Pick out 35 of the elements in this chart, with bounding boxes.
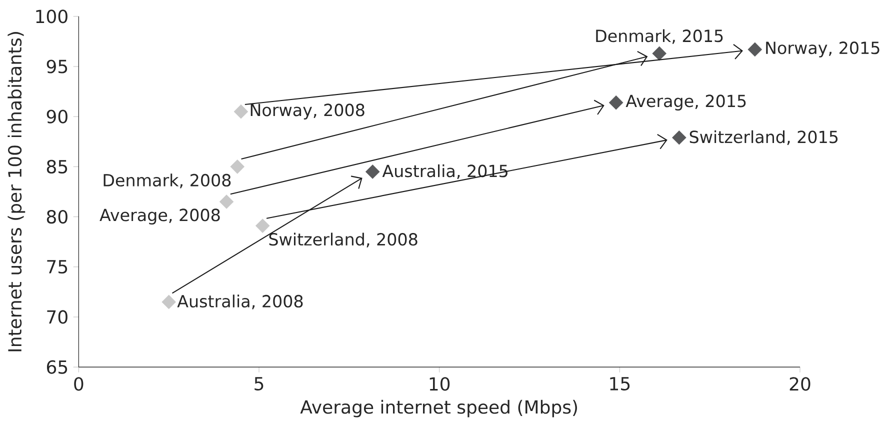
annotation: Average, 2008 [100,208,220,224]
point [219,194,234,209]
annotation: Norway, 2015 [766,42,880,58]
y-tick-label: 100 [36,10,68,24]
y-tick-label: 65 [46,360,68,374]
x-tick-label: 20 [790,377,810,391]
annotation: Denmark, 2015 [596,29,723,44]
annotation: Norway, 2008 [250,104,364,120]
point [652,46,666,61]
point [230,160,244,174]
x-tick-label: 5 [254,377,264,390]
y-tick-label: 75 [47,260,68,274]
y-axis-title: Internet users (per 100 inhabitants) [8,32,26,352]
y-tick-label: 70 [47,310,68,324]
annotation: Average, 2015 [626,94,746,110]
x-axis-title: Average internet speed (Mbps) [300,400,577,418]
x-tick-label: 10 [430,377,450,391]
point [366,164,380,179]
point [234,104,248,119]
point [256,218,270,233]
annotation: Australia, 2008 [177,294,303,310]
annotation: Switzerland, 2008 [269,232,418,248]
annotation: Switzerland, 2015 [690,130,838,145]
point [609,95,624,110]
y-tick-label: 95 [46,60,68,74]
point [672,130,686,145]
point [748,42,762,56]
y-tick-label: 90 [46,110,68,124]
x-tick-label: 15 [610,377,630,390]
x-tick-label: 0 [74,377,84,391]
annotation: Denmark, 2008 [104,174,231,188]
y-tick-label: 85 [46,160,68,174]
annotation: Australia, 2015 [382,164,508,179]
y-tick-label: 80 [46,210,68,224]
point [162,294,176,309]
